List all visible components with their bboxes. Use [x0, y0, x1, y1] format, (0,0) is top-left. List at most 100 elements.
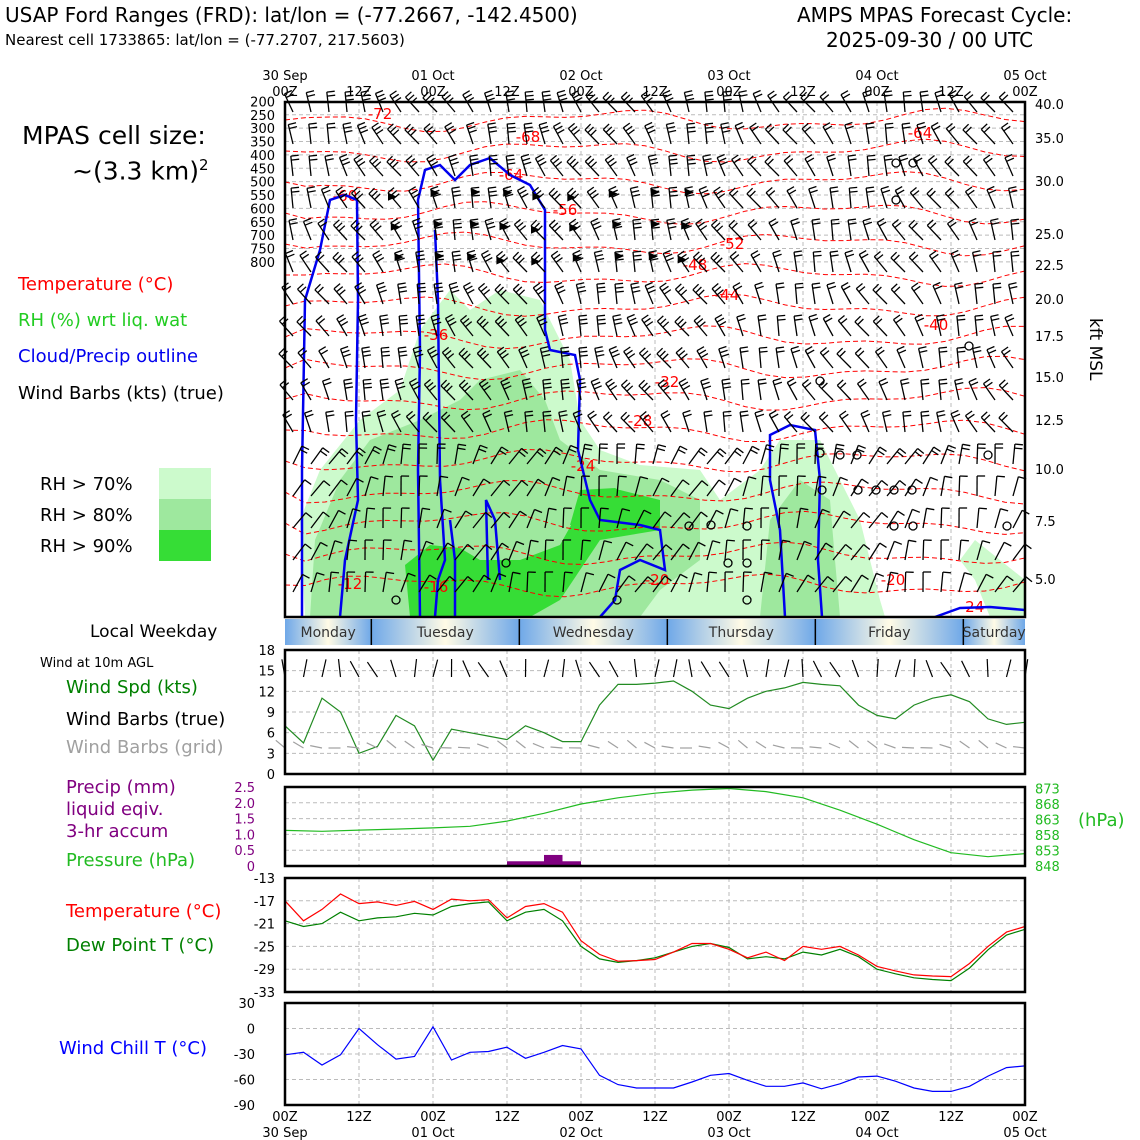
- wind-barb-feather: [596, 257, 605, 261]
- wind-barb: [668, 156, 672, 177]
- wind-barb: [778, 573, 787, 593]
- wind-barb-feather: [356, 450, 364, 457]
- wind-barb-feather: [669, 190, 678, 193]
- top-date-label: 30 Sep: [262, 69, 307, 84]
- wind-barb-feather: [423, 123, 431, 130]
- wind-barb-feather: [464, 93, 473, 99]
- wind-barb-feather: [317, 254, 325, 261]
- wind-barb: [1000, 127, 1014, 145]
- wind-barb: [922, 446, 935, 465]
- wind-barb-feather: [539, 447, 547, 455]
- wind-barb-feather: [919, 349, 928, 354]
- top-time-label: 12Z: [790, 85, 816, 100]
- wind-barb-feather: [938, 346, 947, 349]
- wind-barb: [306, 188, 312, 209]
- wind-barb-feather: [641, 382, 648, 390]
- wind-barb: [598, 573, 609, 593]
- wind-barb: [472, 574, 485, 593]
- weekday-label: Thursday: [708, 625, 774, 641]
- kft-tick-label: 22.5: [1035, 259, 1064, 274]
- wind-barb-feather: [464, 321, 473, 328]
- surface-wind-barb: [1005, 659, 1012, 678]
- wind-barb-feather: [522, 157, 531, 162]
- wind-barb: [866, 156, 870, 177]
- wind-barb: [865, 124, 870, 145]
- top-time-label: 12Z: [346, 85, 372, 100]
- wind-barb-feather: [597, 322, 606, 325]
- wind-barb-feather: [555, 446, 563, 453]
- wind-barb: [382, 444, 390, 465]
- wind-barb-feather: [441, 91, 449, 98]
- wind-barb-feather: [668, 225, 677, 229]
- wind-barb-feather: [520, 349, 528, 354]
- wind-barb-feather: [822, 314, 831, 320]
- wind-barb-feather: [686, 97, 695, 101]
- wind-barb-feather: [372, 222, 380, 229]
- wind-barb-feather: [879, 542, 887, 548]
- wind-barb-feather: [367, 507, 376, 510]
- wind-barb-feather: [770, 221, 779, 227]
- wind-barb: [287, 124, 294, 145]
- wind-barb-feather: [661, 285, 669, 292]
- wind-barb: [844, 124, 852, 145]
- wind-barb-feather: [748, 476, 757, 480]
- wind-barb-feather: [516, 540, 525, 546]
- wind-barb-feather: [944, 187, 952, 194]
- wind-barb-feather: [571, 90, 579, 95]
- wind-barb-feather: [404, 539, 413, 543]
- wind-barb-feather: [650, 161, 659, 165]
- wind-barb: [956, 348, 960, 369]
- wind-barb: [652, 544, 667, 561]
- wind-barb-feather: [930, 122, 939, 128]
- wind-barb: [585, 96, 600, 113]
- wind-barb-feather: [317, 218, 325, 224]
- surface-wind-barb: [432, 659, 439, 678]
- wind-barb: [884, 124, 888, 145]
- pressure-tick-label: 863: [1035, 814, 1060, 829]
- wind-barb-feather: [793, 250, 802, 253]
- precip-tick-label: 1.0: [234, 828, 255, 843]
- wind-barb-feather: [777, 318, 786, 321]
- wind-barb-feather: [559, 317, 568, 322]
- wind-barb: [754, 284, 762, 305]
- wind-barb-feather: [668, 129, 677, 133]
- calm-wind-circle: [742, 521, 752, 531]
- wind-barb-feather: [605, 414, 613, 421]
- wind-barb-feather: [908, 251, 916, 258]
- wind-barb: [982, 383, 996, 401]
- wind-barb-feather: [476, 347, 484, 354]
- wind-barb-pennant: [499, 222, 509, 231]
- wind-barb-feather: [305, 512, 313, 519]
- wind-barb: [478, 383, 492, 401]
- wind-barb-feather: [883, 413, 892, 418]
- wind-barb-feather: [519, 510, 527, 517]
- wind-barb-feather: [506, 98, 516, 101]
- wind-barb-feather: [590, 161, 598, 168]
- wind-barb-feather: [830, 190, 839, 193]
- wind-barb-feather: [342, 161, 351, 166]
- wind-barb-feather: [733, 477, 742, 483]
- wind-barb-feather: [459, 314, 468, 322]
- wind-barb: [944, 161, 960, 177]
- wind-barb: [524, 412, 528, 433]
- wind-barb-feather: [358, 313, 367, 318]
- wind-barb-feather: [488, 190, 497, 193]
- wind-barb-feather: [849, 186, 858, 189]
- wind-barb: [724, 447, 738, 465]
- wind-barb-feather: [783, 155, 791, 162]
- wind-barb: [375, 284, 384, 305]
- wind-barb-feather: [1004, 153, 1013, 159]
- wind-barb-feather: [786, 378, 795, 384]
- wind-barb-feather: [878, 221, 887, 227]
- wind-barb-feather: [360, 129, 369, 134]
- grid-wind-barb: [939, 743, 952, 749]
- wind-barb-feather: [584, 123, 592, 131]
- wind-barb: [935, 316, 942, 337]
- wind-barb-feather: [554, 281, 563, 287]
- wind-barb-feather: [800, 411, 808, 419]
- wind-barb-feather: [903, 90, 912, 93]
- wind-barb: [400, 573, 409, 593]
- wind-barb: [634, 476, 641, 497]
- wind-barb-feather: [549, 154, 558, 162]
- wind-barb: [364, 508, 368, 529]
